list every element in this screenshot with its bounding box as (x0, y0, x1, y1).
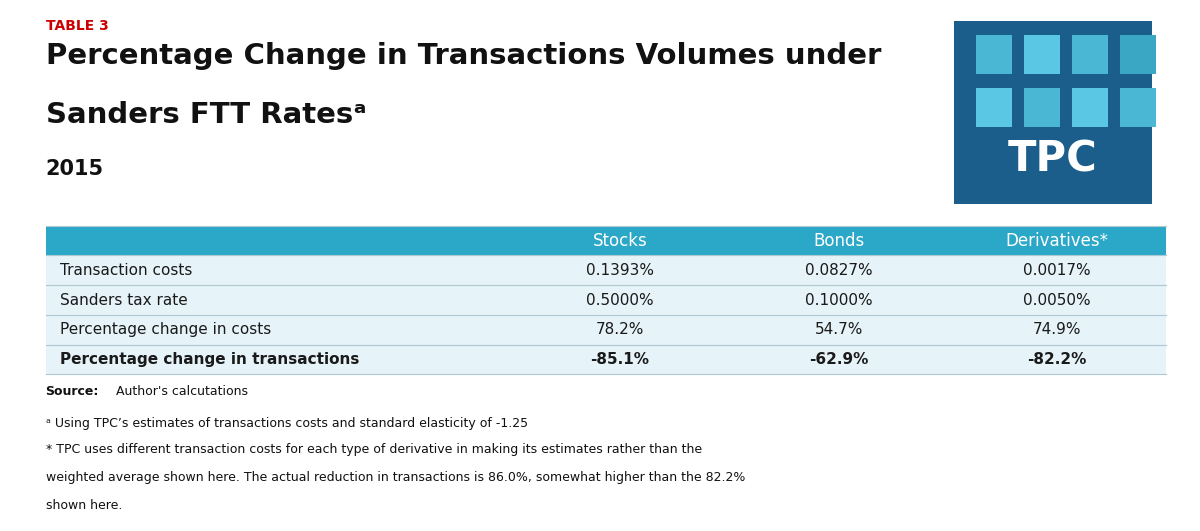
Bar (976, 35, 1012, 74)
Bar (46, 226, 1166, 255)
Bar (1120, 35, 1156, 74)
Bar (1024, 88, 1060, 127)
Bar (46, 345, 1166, 374)
Text: shown here.: shown here. (46, 499, 122, 511)
Text: Sanders FTT Ratesᵃ: Sanders FTT Ratesᵃ (46, 101, 366, 129)
Text: 0.5000%: 0.5000% (586, 293, 654, 307)
Text: TPC: TPC (1008, 138, 1098, 181)
Text: 0.1393%: 0.1393% (586, 263, 654, 278)
Text: Transaction costs: Transaction costs (60, 263, 192, 278)
Bar (1024, 35, 1060, 74)
Text: -85.1%: -85.1% (590, 352, 649, 367)
Text: TABLE 3: TABLE 3 (46, 19, 108, 32)
Bar (1072, 88, 1108, 127)
Text: Derivatives*: Derivatives* (1006, 232, 1109, 250)
Text: Percentage change in costs: Percentage change in costs (60, 322, 271, 337)
Text: 0.0827%: 0.0827% (805, 263, 872, 278)
Bar (1072, 35, 1108, 74)
Text: Percentage Change in Transactions Volumes under: Percentage Change in Transactions Volume… (46, 42, 881, 71)
Text: 74.9%: 74.9% (1033, 322, 1081, 337)
Text: 78.2%: 78.2% (596, 322, 644, 337)
Text: Bonds: Bonds (812, 232, 864, 250)
Bar (1120, 88, 1156, 127)
Text: Stocks: Stocks (593, 232, 647, 250)
Text: * TPC uses different transaction costs for each type of derivative in making its: * TPC uses different transaction costs f… (46, 443, 702, 456)
Bar (46, 255, 1166, 285)
Text: Author's calcutations: Author's calcutations (112, 385, 247, 398)
Text: Percentage change in transactions: Percentage change in transactions (60, 352, 359, 367)
Bar (954, 21, 1152, 204)
Bar (976, 88, 1012, 127)
Text: Source:: Source: (46, 385, 98, 398)
Text: weighted average shown here. The actual reduction in transactions is 86.0%, some: weighted average shown here. The actual … (46, 471, 745, 484)
Text: Sanders tax rate: Sanders tax rate (60, 293, 187, 307)
Text: -82.2%: -82.2% (1027, 352, 1087, 367)
Text: -62.9%: -62.9% (809, 352, 869, 367)
Text: 0.0017%: 0.0017% (1024, 263, 1091, 278)
Text: 54.7%: 54.7% (815, 322, 863, 337)
Bar (46, 315, 1166, 345)
Text: 2015: 2015 (46, 159, 103, 179)
Bar (46, 285, 1166, 315)
Text: 0.1000%: 0.1000% (805, 293, 872, 307)
Text: ᵃ Using TPC’s estimates of transactions costs and standard elasticity of -1.25: ᵃ Using TPC’s estimates of transactions … (46, 417, 528, 430)
Text: 0.0050%: 0.0050% (1024, 293, 1091, 307)
